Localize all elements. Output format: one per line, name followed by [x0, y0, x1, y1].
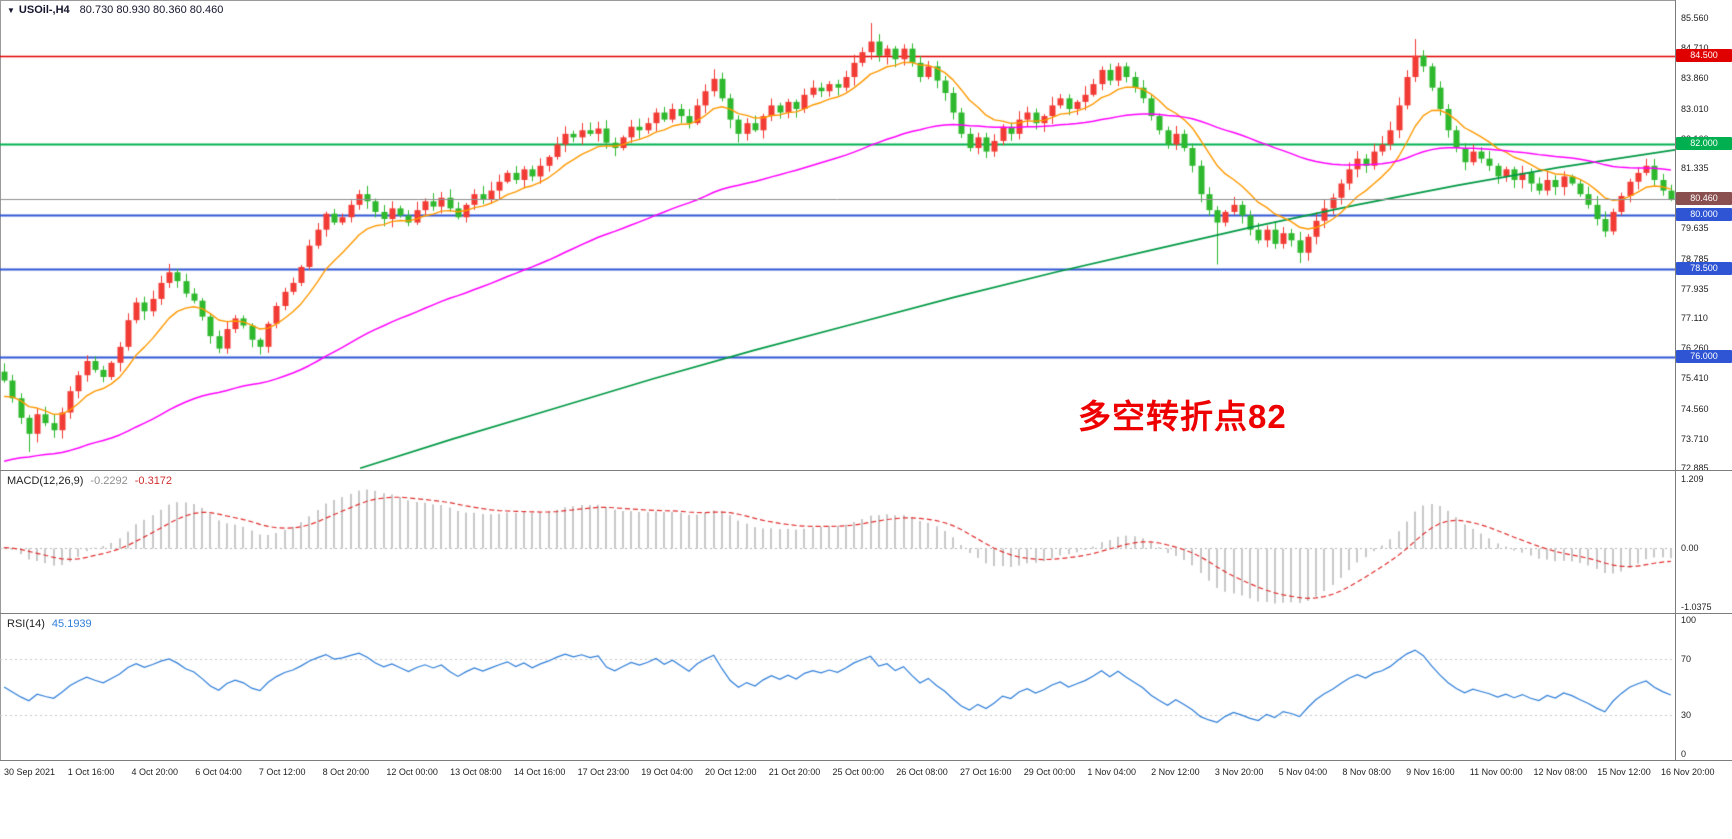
macd-header: MACD(12,26,9) -0.2292 -0.3172: [7, 475, 172, 487]
price-level-tag: 76.000: [1676, 350, 1732, 364]
rsi-header: RSI(14) 45.1939: [7, 618, 92, 630]
price-level-tag: 78.500: [1676, 261, 1732, 275]
price-level-tag: 82.000: [1676, 137, 1732, 151]
macd-axis-label: -1.0375: [1681, 601, 1712, 612]
price-axis-label: 78.785: [1681, 253, 1709, 264]
time-axis-label: 6 Oct 04:00: [195, 767, 242, 777]
time-axis-label: 19 Oct 04:00: [641, 767, 693, 777]
price-axis-label: 73.710: [1681, 433, 1709, 444]
macd-label: MACD(12,26,9): [7, 475, 84, 487]
panel-separator[interactable]: [0, 613, 1732, 614]
time-axis-label: 26 Oct 08:00: [896, 767, 948, 777]
main-chart-panel: ▼ USOil-,H4 80.730 80.930 80.360 80.460 多空…: [0, 0, 1732, 474]
time-axis-label: 12 Nov 08:00: [1533, 767, 1588, 777]
price-axis: 85.56084.71083.86083.01082.16081.33579.6…: [1675, 0, 1732, 474]
time-axis-label: 27 Oct 16:00: [959, 767, 1012, 777]
price-level-tag: 84.500: [1676, 48, 1732, 62]
time-axis: 30 Sep 2021 1 Oct 16:00 4 Oct 20:00 6 Oct 0…: [0, 761, 1732, 839]
macd-axis-label: 0.00: [1681, 542, 1699, 553]
rsi-canvas[interactable]: [0, 614, 1675, 760]
rsi-axis-label: 70: [1681, 654, 1692, 665]
price-axis-label: 76.260: [1681, 343, 1709, 354]
time-axis-label: 5 Nov 04:00: [1278, 767, 1328, 777]
time-axis-label: 3 Nov 20:00: [1214, 767, 1264, 777]
panel-separator[interactable]: [0, 470, 1732, 471]
rsi-value: 45.1939: [51, 618, 92, 630]
time-axis-label: 21 Oct 20:00: [768, 767, 821, 777]
price-level-tag: 80.000: [1676, 208, 1732, 222]
macd-main-value: -0.2292: [90, 475, 128, 487]
time-axis-label: 29 Oct 00:00: [1023, 767, 1076, 777]
time-axis-label: 12 Oct 00:00: [386, 767, 438, 777]
rsi-axis-label: 100: [1681, 615, 1697, 625]
macd-axis: 1.209 0.00 -1.0375: [1675, 471, 1732, 613]
price-axis-label: 84.710: [1681, 43, 1709, 53]
time-axis-label: 20 Oct 12:00: [705, 767, 757, 777]
macd-axis-label: 1.209: [1681, 474, 1704, 484]
time-axis-label: 2 Nov 12:00: [1151, 767, 1200, 777]
symbol-dropdown-icon[interactable]: ▼: [7, 6, 15, 15]
annotation-text: 多空转折点82: [1078, 398, 1287, 435]
price-axis-label: 83.860: [1681, 73, 1709, 84]
symbol-header: ▼ USOil-,H4 80.730 80.930 80.360 80.460: [7, 4, 223, 16]
current-price-tag: 80.460: [1676, 192, 1732, 206]
time-axis-label: 30 Sep 2021: [4, 767, 56, 777]
time-axis-label: 14 Oct 16:00: [513, 767, 566, 777]
rsi-panel: RSI(14) 45.1939 100 70 30 0: [0, 614, 1732, 760]
main-chart-canvas[interactable]: [0, 0, 1675, 470]
price-axis-label: 75.410: [1681, 373, 1709, 384]
price-axis-label: 85.560: [1681, 13, 1709, 24]
time-axis-label: 8 Nov 08:00: [1342, 767, 1391, 777]
time-axis-label: 1 Nov 04:00: [1087, 767, 1136, 777]
rsi-axis-label: 30: [1681, 709, 1692, 720]
macd-panel: MACD(12,26,9) -0.2292 -0.3172 1.209 0.00 -1.…: [0, 471, 1732, 613]
price-axis-label: 74.560: [1681, 403, 1709, 414]
symbol-timeframe-label: USOil-,H4: [18, 4, 70, 16]
time-axis-label: 9 Nov 16:00: [1406, 767, 1455, 777]
macd-canvas[interactable]: [0, 471, 1675, 613]
rsi-label: RSI(14): [7, 618, 45, 630]
time-axis-label: 7 Oct 12:00: [258, 767, 306, 777]
ohlc-values: 80.730 80.930 80.360 80.460: [79, 4, 224, 16]
time-axis-label: 17 Oct 23:00: [577, 767, 630, 777]
price-axis-label: 79.635: [1681, 223, 1709, 234]
time-axis-label: 8 Oct 20:00: [322, 767, 370, 777]
time-axis-label: 25 Oct 00:00: [832, 767, 885, 777]
panel-separator[interactable]: [0, 760, 1732, 761]
time-axis-label: 1 Oct 16:00: [67, 767, 115, 777]
macd-signal-value: -0.3172: [134, 475, 173, 487]
time-axis-label: 4 Oct 20:00: [131, 767, 178, 777]
rsi-axis: 100 70 30 0: [1675, 614, 1732, 760]
time-axis-label: 13 Oct 08:00: [450, 767, 502, 777]
price-axis-label: 77.935: [1681, 283, 1709, 294]
time-axis-label: 15 Nov 12:00: [1597, 767, 1651, 777]
time-axis-label: 16 Nov 20:00: [1661, 767, 1715, 777]
rsi-axis-label: 0: [1681, 749, 1687, 759]
price-axis-label: 77.110: [1681, 313, 1708, 324]
price-axis-label: 83.010: [1681, 103, 1709, 114]
price-axis-label: 81.335: [1681, 163, 1709, 174]
price-axis-label: 72.885: [1681, 463, 1709, 474]
time-axis-label: 11 Nov 00:00: [1469, 767, 1523, 777]
